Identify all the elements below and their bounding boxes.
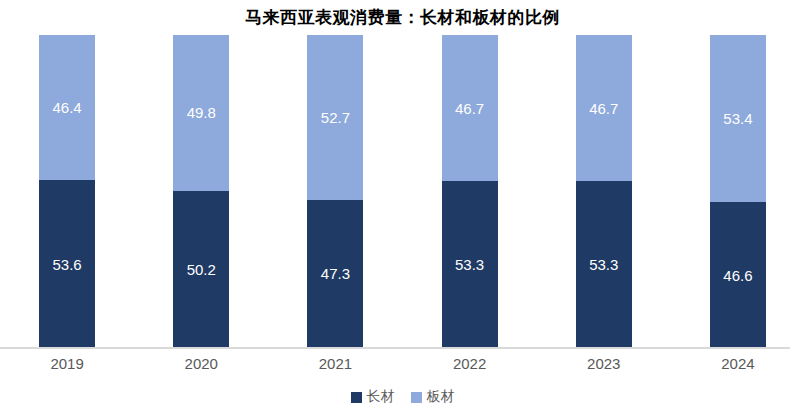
legend-item: 板材 bbox=[411, 388, 455, 406]
bar-segment-flat: 46.7 bbox=[442, 35, 498, 181]
legend-item: 长材 bbox=[351, 388, 395, 406]
x-axis-label: 2022 bbox=[403, 355, 537, 372]
bar-segment-flat: 52.7 bbox=[307, 35, 363, 200]
x-axis-labels: 201920202021202220232024 bbox=[0, 355, 805, 372]
stacked-bar: 46.7 53.3 bbox=[442, 35, 498, 348]
legend-swatch-icon bbox=[351, 392, 362, 403]
x-axis-label: 2019 bbox=[0, 355, 134, 372]
bar-column: 46.7 53.3 bbox=[537, 35, 671, 348]
bar-value-label: 53.3 bbox=[589, 256, 618, 273]
bar-segment-long: 53.3 bbox=[576, 181, 632, 348]
x-axis-label: 2024 bbox=[671, 355, 805, 372]
x-axis-label: 2020 bbox=[134, 355, 268, 372]
bar-value-label: 49.8 bbox=[187, 104, 216, 121]
bar-column: 53.4 46.6 bbox=[671, 35, 805, 348]
bar-segment-long: 50.2 bbox=[173, 191, 229, 348]
x-axis-label: 2021 bbox=[268, 355, 402, 372]
bar-segment-long: 53.6 bbox=[39, 180, 95, 348]
bar-segment-long: 46.6 bbox=[710, 202, 766, 348]
bar-value-label: 46.7 bbox=[455, 100, 484, 117]
legend-label: 板材 bbox=[427, 388, 455, 406]
legend: 长材 板材 bbox=[0, 388, 805, 406]
x-axis-label: 2023 bbox=[537, 355, 671, 372]
bar-column: 52.7 47.3 bbox=[268, 35, 402, 348]
legend-label: 长材 bbox=[367, 388, 395, 406]
bar-value-label: 53.6 bbox=[52, 256, 81, 273]
bar-segment-flat: 53.4 bbox=[710, 35, 766, 202]
bar-value-label: 47.3 bbox=[321, 265, 350, 282]
bar-segment-flat: 46.7 bbox=[576, 35, 632, 181]
stacked-bar: 49.8 50.2 bbox=[173, 35, 229, 348]
bar-segment-flat: 46.4 bbox=[39, 35, 95, 180]
bar-column: 49.8 50.2 bbox=[134, 35, 268, 348]
bar-column: 46.4 53.6 bbox=[0, 35, 134, 348]
bar-segment-long: 47.3 bbox=[307, 200, 363, 348]
stacked-bar: 53.4 46.6 bbox=[710, 35, 766, 348]
bar-segment-long: 53.3 bbox=[442, 181, 498, 348]
legend-swatch-icon bbox=[411, 392, 422, 403]
bar-value-label: 52.7 bbox=[321, 109, 350, 126]
chart: 马来西亚表观消费量：长材和板材的比例 46.4 53.6 49.8 50.2 52.7 4… bbox=[0, 0, 805, 415]
bar-column: 46.7 53.3 bbox=[403, 35, 537, 348]
bar-segment-flat: 49.8 bbox=[173, 35, 229, 191]
chart-title: 马来西亚表观消费量：长材和板材的比例 bbox=[0, 6, 805, 29]
bar-value-label: 46.6 bbox=[723, 267, 752, 284]
bar-value-label: 53.4 bbox=[723, 110, 752, 127]
bar-value-label: 50.2 bbox=[187, 261, 216, 278]
stacked-bar: 46.4 53.6 bbox=[39, 35, 95, 348]
stacked-bar: 46.7 53.3 bbox=[576, 35, 632, 348]
x-axis-line bbox=[0, 347, 790, 349]
stacked-bar: 52.7 47.3 bbox=[307, 35, 363, 348]
plot-area: 46.4 53.6 49.8 50.2 52.7 47.3 46.7 53.3 46.7 53.3… bbox=[0, 35, 805, 348]
bar-value-label: 46.4 bbox=[52, 99, 81, 116]
bar-value-label: 53.3 bbox=[455, 256, 484, 273]
bar-value-label: 46.7 bbox=[589, 100, 618, 117]
